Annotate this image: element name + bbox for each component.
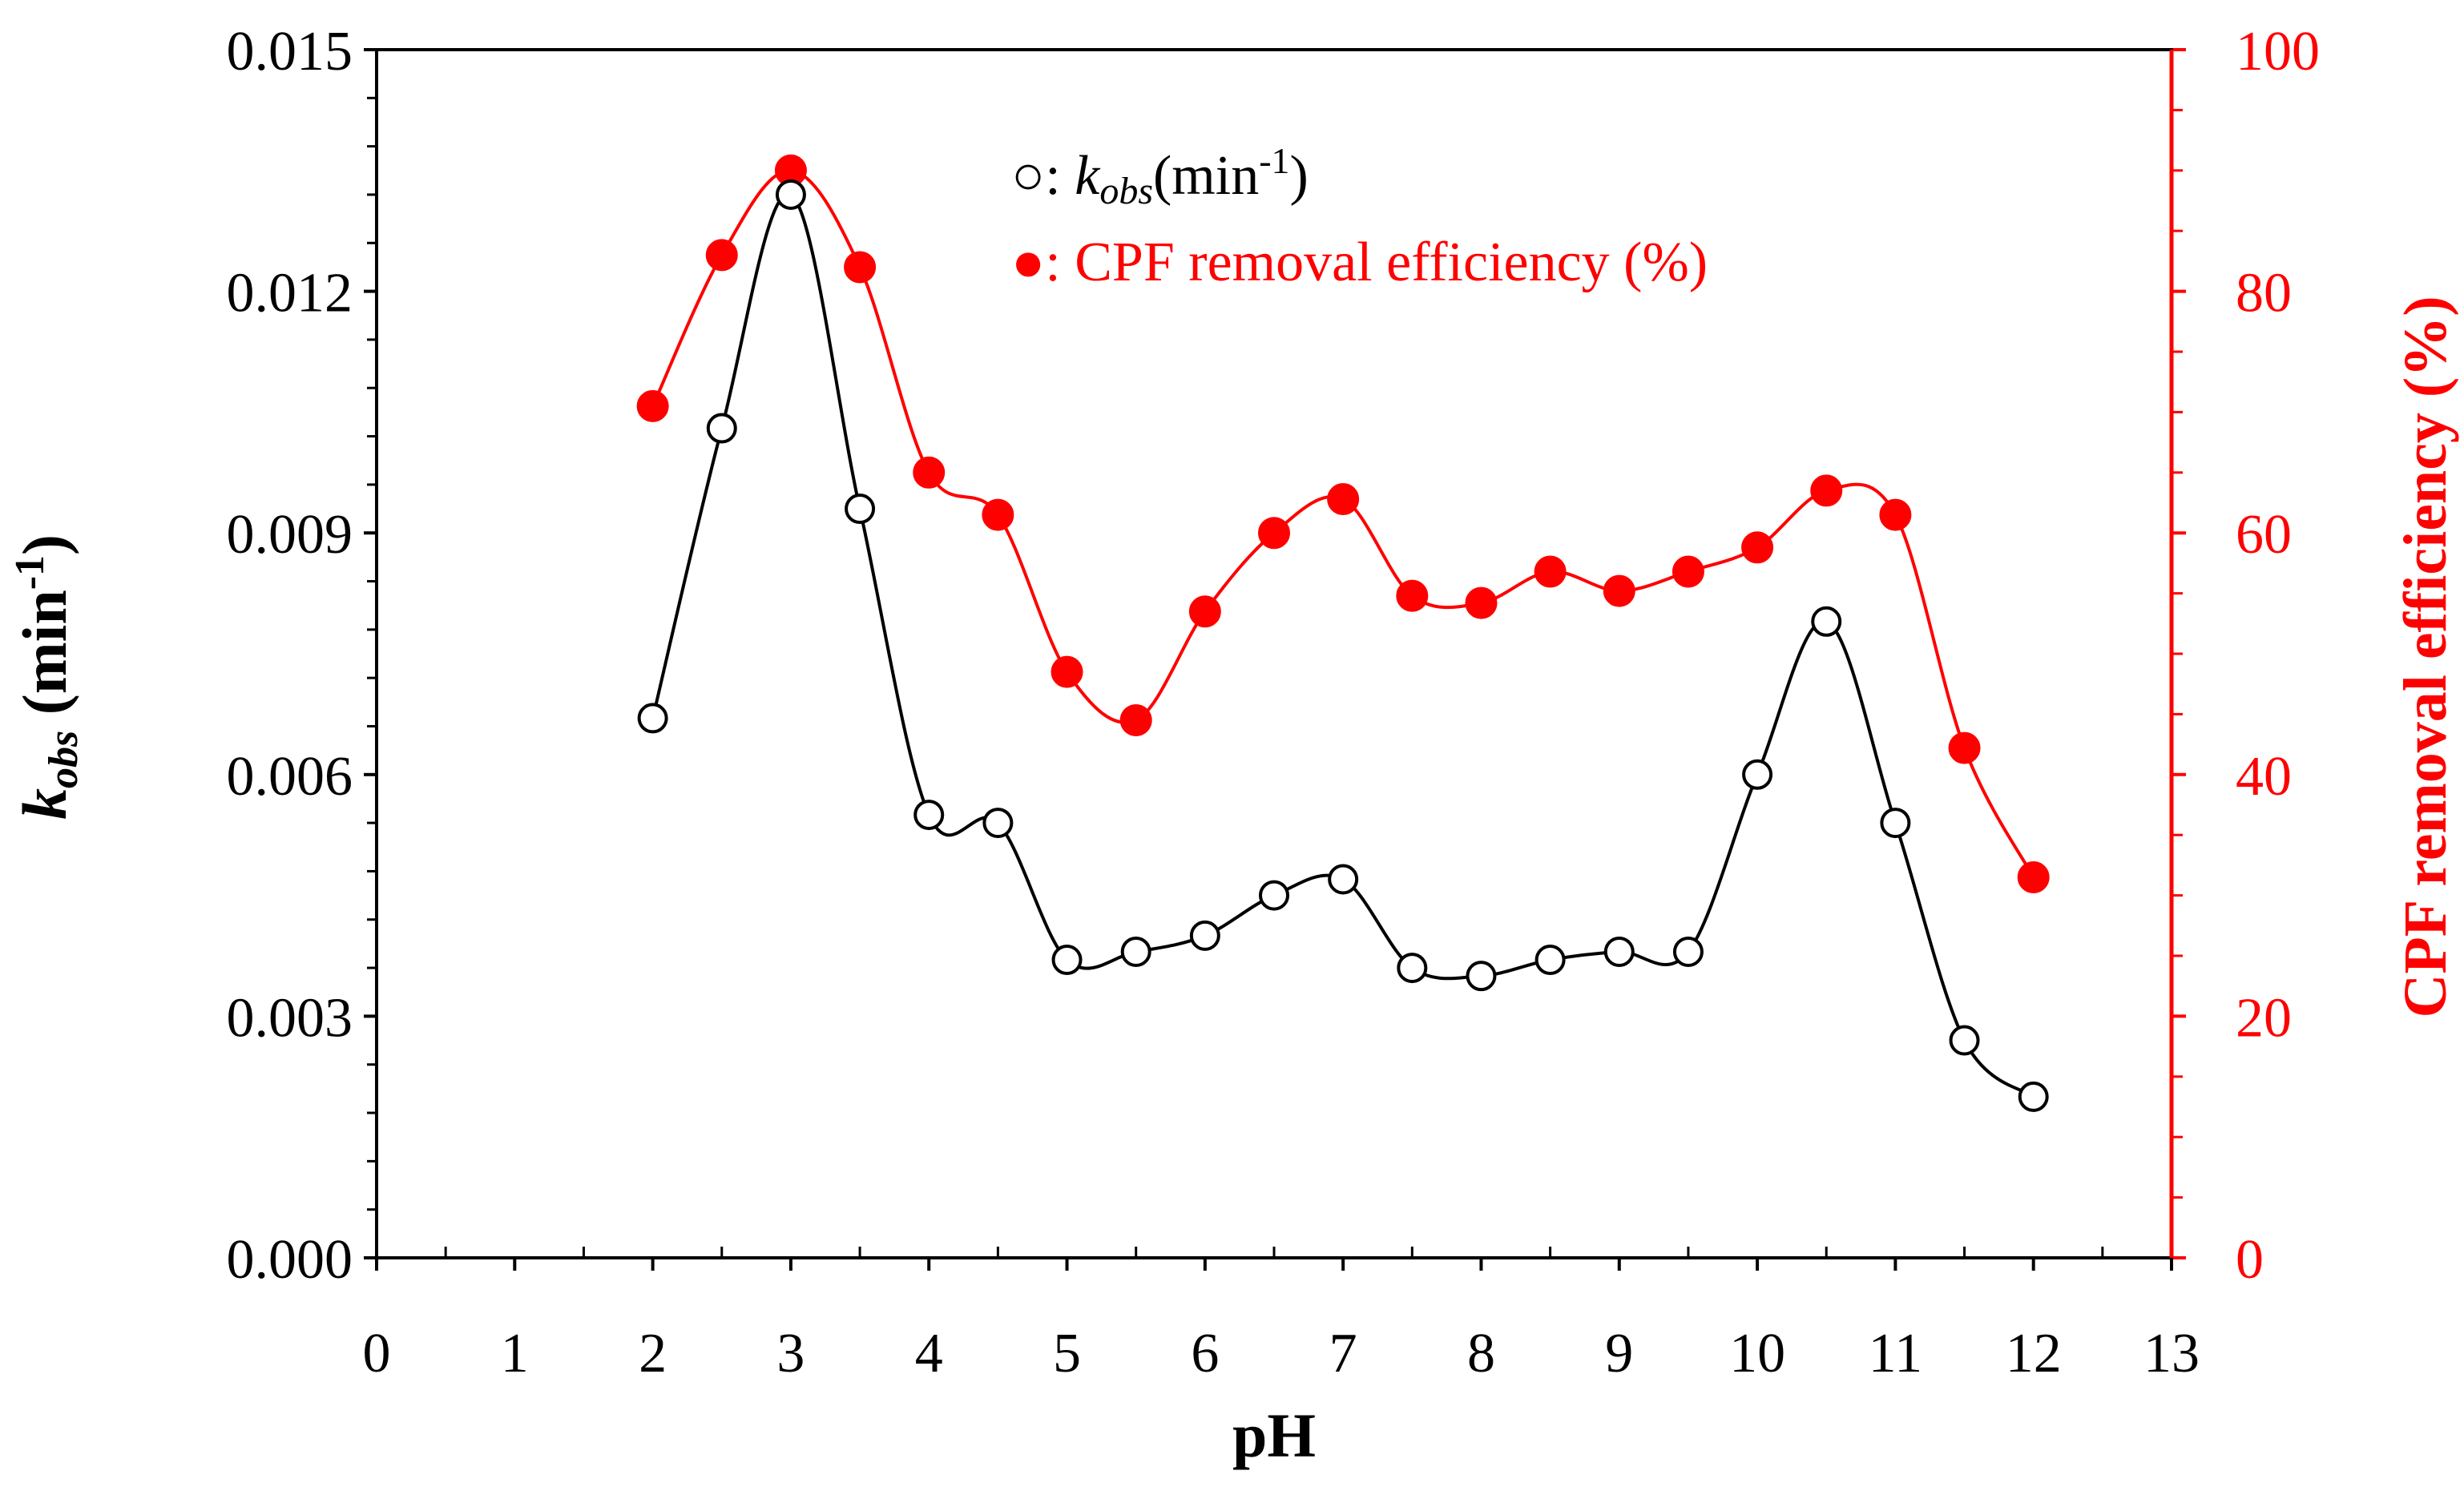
kobs-point (1466, 961, 1497, 992)
cpf-efficiency-point (1603, 574, 1635, 607)
legend-cpf: ●: CPF removal efficiency (%) (1011, 232, 1708, 293)
cpf-efficiency-point (1534, 555, 1567, 588)
kobs-point (1259, 880, 1289, 911)
y-axis-title: kobs (min-1) (7, 534, 87, 820)
legend-kobs-symbol: ○ (1011, 145, 1045, 207)
kobs-point (2018, 1081, 2049, 1112)
x-tick-label: 12 (2006, 1323, 2062, 1384)
y-axis-title-base: k (10, 788, 79, 820)
x-tick-label: 5 (1053, 1323, 1081, 1384)
kobs-point (1120, 936, 1151, 967)
y2-tick-label: 40 (2236, 746, 2292, 808)
cpf-efficiency-point (982, 498, 1014, 531)
x-tick-label: 3 (776, 1323, 805, 1384)
legend-kobs-sub: obs (1099, 170, 1153, 212)
cpf-efficiency-point (1948, 731, 1981, 764)
cpf-efficiency-point (844, 251, 877, 284)
kobs-point (1811, 606, 1842, 637)
y2-tick-label: 0 (2236, 1229, 2264, 1291)
cpf-efficiency-point (2017, 860, 2050, 893)
cpf-efficiency-point (1465, 586, 1498, 619)
kobs-point (775, 179, 806, 210)
y-axis-title-sup: -1 (7, 555, 53, 590)
kobs-point (706, 413, 737, 444)
kobs-point (1742, 759, 1773, 790)
y2-tick-label: 80 (2236, 263, 2292, 324)
kobs-point (1880, 808, 1911, 839)
kobs-point (1603, 936, 1635, 967)
y-tick-label: 0.012 (227, 263, 353, 324)
kobs-point (637, 703, 668, 734)
cpf-efficiency-point (1810, 474, 1843, 507)
cpf-efficiency-point (1396, 579, 1429, 612)
kobs-point (1328, 864, 1359, 895)
tick-labels: 0 1 2 3 4 5 6 7 8 9 10 11 12 130.0000.0030.0060.0090.… (227, 21, 2321, 1384)
y2-axis-title: CPF removal efficiency (%) (2392, 296, 2459, 1017)
x-tick-label: 13 (2143, 1323, 2200, 1384)
cpf-efficiency-point (1741, 531, 1774, 564)
y2-tick-label: 20 (2236, 987, 2292, 1049)
cpf-efficiency-point (1672, 555, 1704, 588)
x-tick-label: 4 (915, 1323, 943, 1384)
x-tick-label: 10 (1729, 1323, 1785, 1384)
legend-kobs-close: ) (1290, 145, 1309, 207)
kobs-point (1949, 1025, 1980, 1056)
y-tick-label: 0.015 (227, 21, 353, 83)
y-tick-label: 0.000 (227, 1229, 353, 1291)
series-layer (636, 154, 2050, 1112)
cpf-efficiency-point (1119, 703, 1152, 736)
kobs-point (1672, 936, 1704, 967)
legend-cpf-text: : CPF removal efficiency (%) (1045, 232, 1708, 293)
x-tick-label: 0 (363, 1323, 391, 1384)
cpf-efficiency-point (636, 389, 669, 422)
cpf-efficiency-point (913, 456, 946, 489)
y-axis-title-close: ) (10, 534, 79, 555)
y2-tick-label: 100 (2236, 21, 2320, 83)
kobs-point (913, 800, 945, 831)
x-tick-label: 1 (501, 1323, 529, 1384)
legend-kobs-colon: : (1045, 145, 1075, 207)
x-tick-label: 11 (1869, 1323, 1922, 1384)
x-tick-label: 6 (1191, 1323, 1219, 1384)
y2-tick-label: 60 (2236, 504, 2292, 566)
cpf-efficiency-point (1879, 498, 1912, 531)
legend-kobs-base: k (1075, 145, 1101, 207)
legend-kobs-sup: -1 (1259, 140, 1289, 181)
x-tick-label: 7 (1329, 1323, 1357, 1384)
cpf-efficiency-point (1051, 655, 1083, 688)
cpf-efficiency-point (1258, 517, 1290, 550)
kobs-point (1189, 920, 1220, 951)
kobs-point (1051, 945, 1083, 976)
y-axis-title-sub: obs (41, 731, 87, 788)
y-tick-label: 0.009 (227, 504, 353, 566)
kobs-point (1397, 953, 1428, 984)
legend-kobs-text: (min (1153, 145, 1259, 207)
x-tick-label: 8 (1467, 1323, 1495, 1384)
legend-cpf-symbol: ● (1011, 232, 1045, 293)
kobs-point (845, 494, 876, 525)
y-tick-label: 0.006 (227, 746, 353, 808)
x-tick-label: 2 (639, 1323, 667, 1384)
x-tick-label: 9 (1605, 1323, 1633, 1384)
cpf-efficiency-point (1327, 482, 1360, 515)
kobs-point (1534, 945, 1566, 976)
legend-kobs: ○: kobs(min-1) (1011, 140, 1309, 212)
cpf-efficiency-point (1188, 595, 1221, 628)
cpf-efficiency-point (705, 239, 738, 272)
y-tick-label: 0.003 (227, 987, 353, 1049)
legend: ○: kobs(min-1) ●: CPF removal efficiency… (1011, 140, 1708, 293)
y-axis-title-text: (min (10, 590, 79, 731)
kobs-point (982, 808, 1014, 839)
x-axis-title: pH (1232, 1400, 1316, 1470)
